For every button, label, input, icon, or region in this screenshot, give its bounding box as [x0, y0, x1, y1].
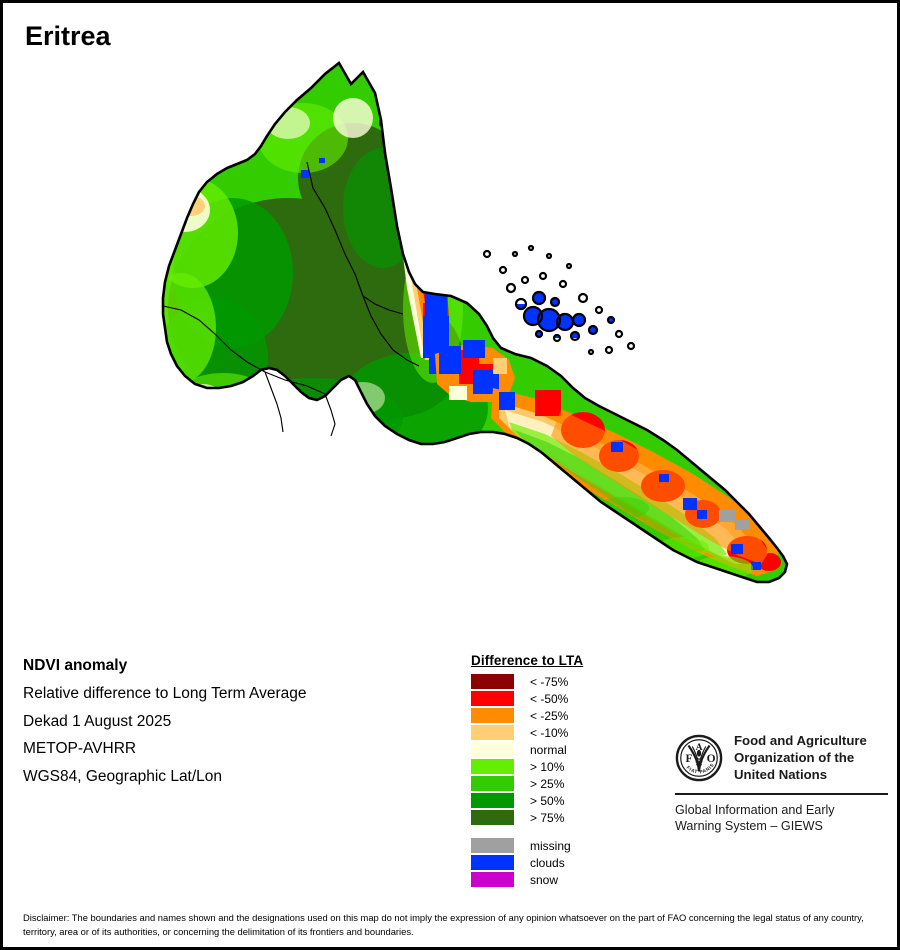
map-canvas[interactable]: [63, 58, 853, 628]
legend-special-classes: missing clouds snow: [471, 837, 661, 888]
fao-name-line-1: Food and Agriculture: [734, 733, 867, 748]
legend-swatch: [471, 810, 514, 825]
legend-swatch: [471, 759, 514, 774]
legend-label: > 25%: [530, 776, 565, 791]
page-title: Eritrea: [25, 21, 111, 51]
legend-swatch: [471, 691, 514, 706]
info-projection: WGS84, Geographic Lat/Lon: [23, 768, 223, 786]
legend-label: snow: [530, 872, 559, 887]
legend-label: > 75%: [530, 810, 565, 825]
legend-row[interactable]: < -10%: [471, 724, 661, 741]
giews-line-2: Warning System – GIEWS: [675, 819, 823, 834]
ndvi-raster-mainland: [163, 63, 787, 582]
legend-swatch: [471, 742, 514, 757]
legend-swatch: [471, 793, 514, 808]
fao-organization-name: Food and Agriculture Organization of the…: [734, 733, 867, 784]
legend-row[interactable]: < -50%: [471, 690, 661, 707]
legend-row[interactable]: > 25%: [471, 775, 661, 792]
ndvi-anomaly-map[interactable]: [63, 58, 853, 628]
legend-row[interactable]: < -75%: [471, 673, 661, 690]
legend-row[interactable]: > 10%: [471, 758, 661, 775]
svg-text:F: F: [686, 753, 693, 765]
svg-text:A: A: [696, 742, 703, 753]
legend-label: missing: [530, 838, 571, 853]
legend-label: clouds: [530, 855, 565, 870]
map-info-block: NDVI anomaly Relative difference to Long…: [23, 657, 443, 797]
legend-title: Difference to LTA: [471, 653, 584, 668]
giews-system-name: Global Information and Early Warning Sys…: [675, 802, 890, 835]
national-boundary: [161, 61, 789, 584]
legend-swatch: [471, 708, 514, 723]
legend-label: > 10%: [530, 759, 565, 774]
legend-swatch: [471, 872, 514, 887]
giews-line-1: Global Information and Early: [675, 802, 835, 817]
legend-label: < -10%: [530, 725, 569, 740]
legend-swatch: [471, 725, 514, 740]
fao-branding: F A O FIAT PANIS Food and Agriculture Or…: [675, 733, 890, 834]
fao-divider: [675, 792, 888, 795]
map-legend: Difference to LTA < -75% < -50% < -25% <…: [471, 653, 661, 888]
info-period: Dekad 1 August 2025: [23, 712, 172, 730]
fao-name-line-3: United Nations: [734, 766, 828, 782]
legend-swatch: [471, 855, 514, 870]
admin-boundaries: [162, 161, 420, 437]
legend-label: < -25%: [530, 708, 569, 723]
legend-swatch: [471, 838, 514, 853]
legend-label: < -50%: [530, 691, 569, 706]
disclaimer-text: Disclaimer: The boundaries and names sho…: [23, 912, 864, 937]
legend-row[interactable]: > 75%: [471, 809, 661, 826]
legend-row[interactable]: missing: [471, 837, 661, 854]
legend-row[interactable]: < -25%: [471, 707, 661, 724]
legend-label: < -75%: [530, 674, 569, 689]
info-description: Relative difference to Long Term Average: [23, 684, 307, 702]
legend-row[interactable]: > 50%: [471, 792, 661, 809]
legend-row[interactable]: normal: [471, 741, 661, 758]
legend-swatch: [471, 776, 514, 791]
legend-row[interactable]: clouds: [471, 854, 661, 871]
svg-text:O: O: [707, 753, 716, 765]
legend-swatch: [471, 674, 514, 689]
fao-emblem-icon: F A O FIAT PANIS: [675, 734, 723, 782]
info-sensor: METOP-AVHRR: [23, 740, 137, 758]
fao-name-line-2: Organization of the: [734, 749, 855, 765]
legend-label: normal: [530, 742, 567, 757]
legend-label: > 50%: [530, 793, 565, 808]
island-borders: [482, 244, 636, 356]
legend-row[interactable]: snow: [471, 871, 661, 888]
info-product: NDVI anomaly: [23, 657, 128, 674]
